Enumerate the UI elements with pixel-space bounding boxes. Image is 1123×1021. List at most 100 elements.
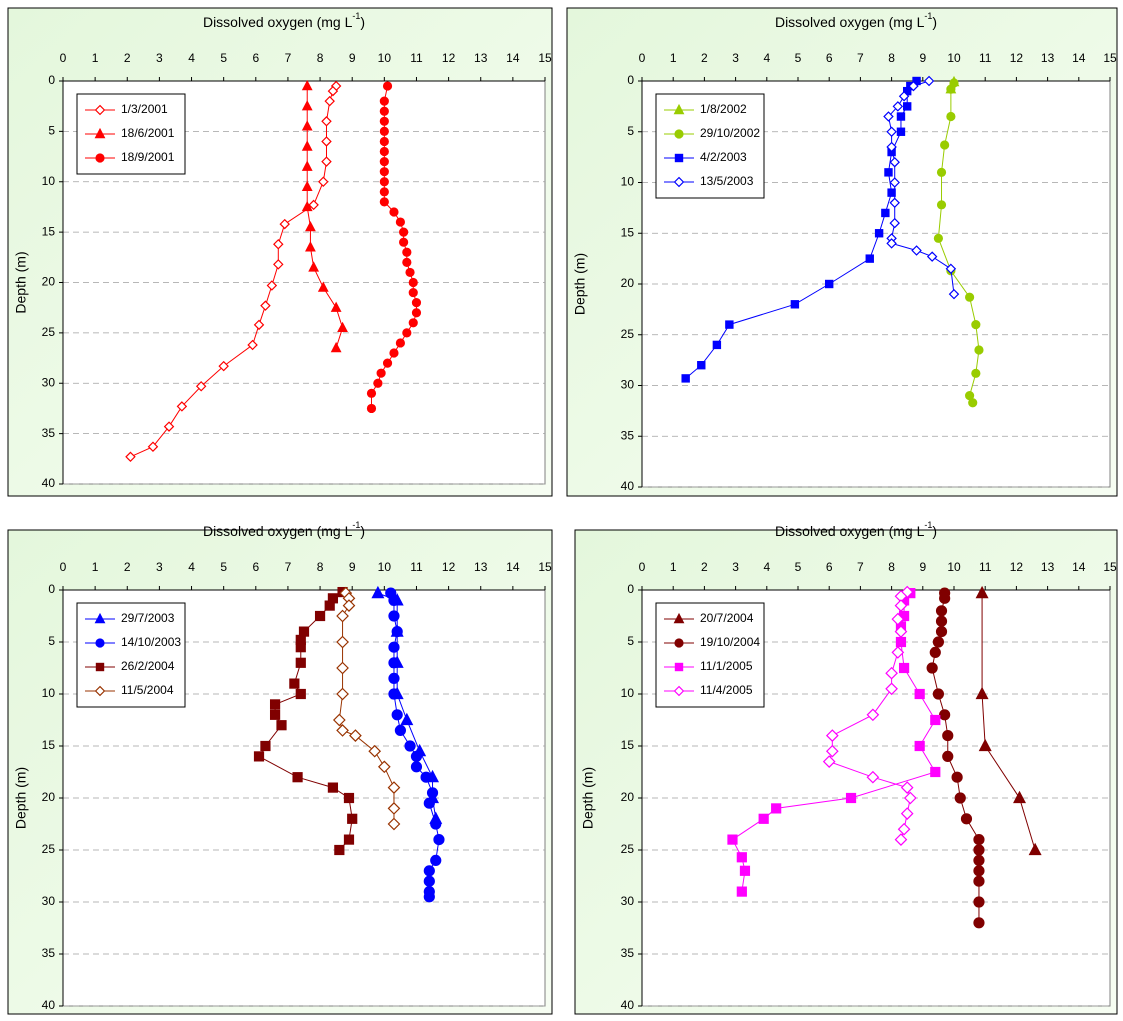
point <box>973 833 985 846</box>
x-tick-label: 4 <box>188 51 195 65</box>
legend-label: 19/10/2004 <box>700 635 760 649</box>
point <box>379 146 389 157</box>
legend-label: 1/3/2001 <box>121 102 168 116</box>
point <box>681 374 690 383</box>
x-tick-label: 8 <box>317 51 324 65</box>
point <box>902 102 912 111</box>
point <box>195 381 207 392</box>
point <box>349 729 362 742</box>
point <box>942 750 954 763</box>
point <box>973 854 985 867</box>
point <box>301 160 313 171</box>
legend-swatch <box>94 612 106 624</box>
point <box>936 167 947 177</box>
point <box>886 126 897 137</box>
point <box>960 813 973 825</box>
axis-title-part: ) <box>360 14 365 30</box>
point <box>394 724 406 737</box>
point <box>935 625 948 638</box>
y-tick-label: 0 <box>627 73 634 87</box>
y-tick-label: 0 <box>627 582 634 596</box>
chart-panel: Dissolved oxygen (mg L-1)Depth (m)0 1 2 3 4 5… <box>574 520 1118 1015</box>
point <box>379 167 389 177</box>
point <box>1028 842 1042 856</box>
point <box>903 791 917 805</box>
point <box>336 635 349 649</box>
x-tick-label: 7 <box>285 51 292 65</box>
point <box>942 729 954 742</box>
x-tick-label: 7 <box>857 560 864 574</box>
x-tick-label: 5 <box>795 560 802 574</box>
point <box>898 90 910 102</box>
axis-title-part: -1 <box>352 520 360 530</box>
point <box>825 744 839 758</box>
x-tick-label: 0 <box>60 51 67 65</box>
point <box>327 782 339 793</box>
axis-title: Dissolved oxygen (mg L-1) <box>203 520 365 538</box>
point <box>973 875 985 887</box>
y-tick-label: 25 <box>621 327 635 341</box>
x-tick-label: 9 <box>349 560 356 574</box>
point <box>926 251 938 262</box>
point <box>371 585 385 599</box>
point <box>900 807 914 820</box>
point <box>825 729 839 742</box>
point <box>305 220 316 232</box>
point <box>939 709 951 721</box>
y-axis-label: Depth (m) <box>13 767 29 829</box>
point <box>973 896 985 908</box>
point <box>405 267 415 278</box>
point <box>379 106 389 116</box>
point <box>334 844 345 856</box>
point <box>423 875 435 887</box>
point <box>889 156 900 168</box>
legend-box <box>76 602 186 708</box>
axis-title-part: -1 <box>924 520 932 530</box>
point <box>366 403 377 414</box>
chart-panel: Dissolved oxygen (mg L-1)Depth (m)0 1 2 3 4 5… <box>566 7 1118 497</box>
point <box>276 720 287 731</box>
point <box>301 200 313 212</box>
point <box>894 833 908 846</box>
point <box>739 865 751 876</box>
point <box>894 625 908 638</box>
point <box>889 217 900 229</box>
x-tick-label: 4 <box>763 560 770 574</box>
y-tick-label: 10 <box>621 686 635 700</box>
point <box>382 81 393 91</box>
point <box>147 441 159 452</box>
point <box>400 712 414 726</box>
point <box>388 688 400 700</box>
point <box>900 781 914 794</box>
x-tick-label: 15 <box>538 51 552 65</box>
point <box>929 646 941 659</box>
x-tick-label: 3 <box>156 560 163 574</box>
x-tick-label: 14 <box>506 560 520 574</box>
point <box>253 319 265 331</box>
legend-label: 11/1/2005 <box>700 659 753 673</box>
point <box>886 141 897 153</box>
axis-title-part: -1 <box>924 11 932 21</box>
point <box>946 111 956 122</box>
legend-swatch <box>95 638 105 648</box>
point <box>330 341 342 353</box>
point <box>376 368 386 378</box>
point <box>125 451 136 463</box>
point <box>712 340 722 350</box>
legend-box <box>655 93 765 199</box>
point <box>295 642 306 653</box>
legend-swatch <box>94 127 106 139</box>
axis-title: Dissolved oxygen (mg L-1) <box>775 11 937 29</box>
x-tick-label: 10 <box>947 51 961 65</box>
point <box>295 688 306 700</box>
x-tick-label: 8 <box>317 560 324 574</box>
point <box>388 641 400 653</box>
point <box>321 156 332 167</box>
point <box>894 599 908 612</box>
x-tick-label: 7 <box>285 560 292 574</box>
y-tick-label: 15 <box>42 738 56 752</box>
legend-label: 11/4/2005 <box>700 683 753 697</box>
point <box>266 280 278 291</box>
point <box>1013 790 1027 804</box>
